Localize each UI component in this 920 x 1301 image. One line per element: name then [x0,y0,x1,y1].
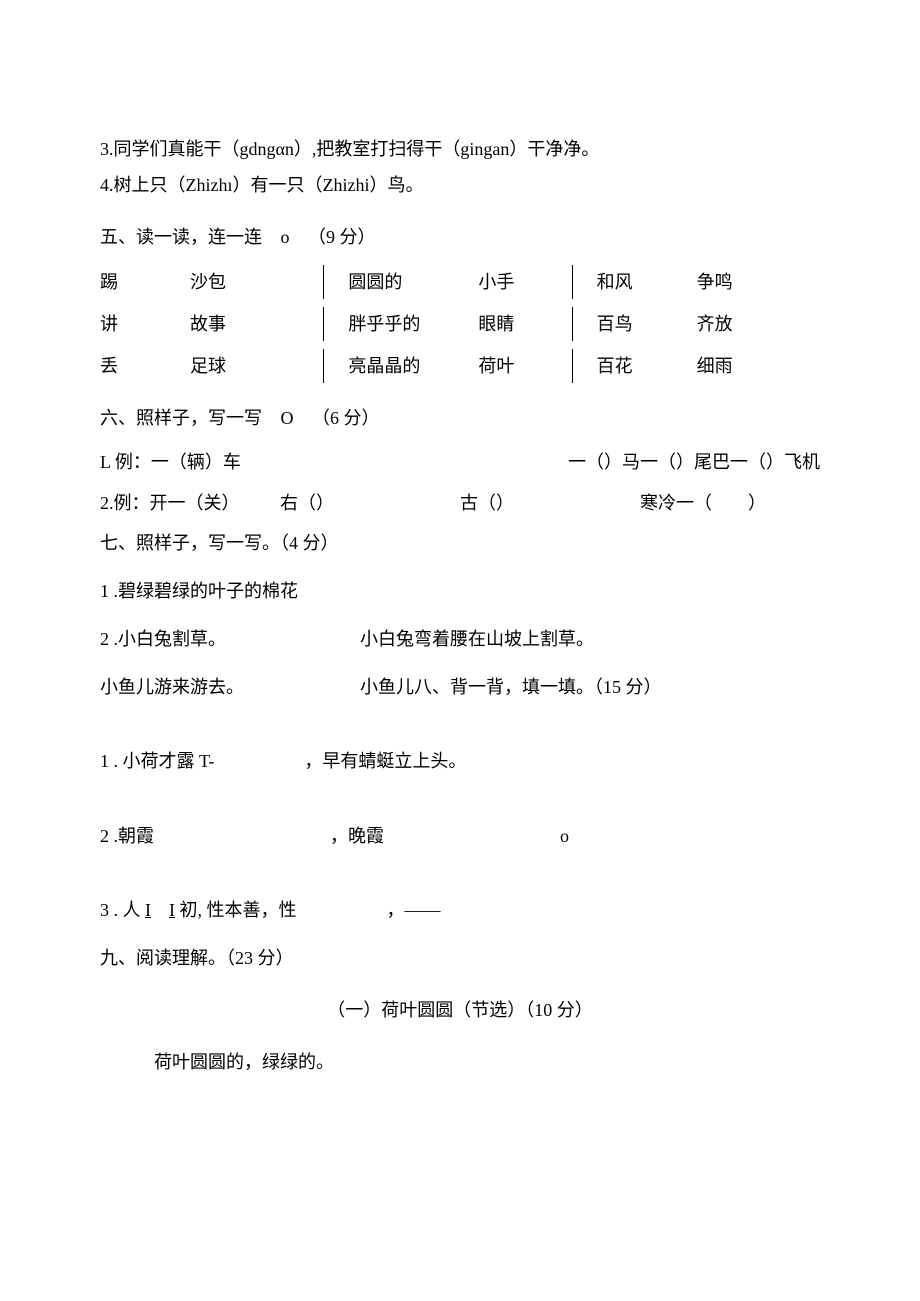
match-row-1: 踢 沙包 圆圆的 小手 和风 争鸣 [100,265,820,299]
q8-3: 3 . 人 I I 初, 性本善，性 ，—— [100,893,820,927]
q6-row-2: 2.例：开一（关） 右（） 古（） 寒冷一（ ） [100,486,820,520]
q7-3-b: 小鱼儿八、背一背，填一填。（15 分） [360,670,820,704]
match-cell: 丢 [100,349,190,383]
match-cell: 争鸣 [697,265,767,299]
match-cell: 踢 [100,265,190,299]
match-cell: 百花 [597,349,697,383]
q7-2-a: 2 .小白兔割草。 [100,622,360,656]
match-col-3: 百花 细雨 [572,349,820,383]
match-col-3: 和风 争鸣 [572,265,820,299]
match-cell: 小手 [478,265,568,299]
match-cell: 讲 [100,307,190,341]
q8-3-b: 初, 性本善，性 ，—— [175,900,441,920]
match-row-2: 讲 故事 胖乎乎的 眼睛 百鸟 齐放 [100,307,820,341]
q7-2: 2 .小白兔割草。 小白兔弯着腰在山坡上割草。 [100,622,820,656]
question-3: 3.同学们真能干（gdngαn）,把教室打扫得干（gingan）干净净。 [100,132,820,166]
q7-3: 小鱼儿游来游去。 小鱼儿八、背一背，填一填。（15 分） [100,670,820,704]
match-cell: 细雨 [697,349,767,383]
q8-3-a: 3 . 人 [100,900,145,920]
match-cell: 和风 [597,265,697,299]
match-cell: 圆圆的 [348,265,478,299]
q8-3-mid [151,900,169,920]
section-5-title-text: 五、读一读，连一连 [100,227,262,247]
match-col-2: 圆圆的 小手 [323,265,571,299]
match-col-1: 丢 足球 [100,349,323,383]
passage-line-1: 荷叶圆圆的，绿绿的。 [100,1045,820,1079]
match-cell: 荷叶 [478,349,568,383]
match-cell: 胖乎乎的 [348,307,478,341]
match-col-2: 胖乎乎的 眼睛 [323,307,571,341]
match-col-1: 踢 沙包 [100,265,323,299]
q8-2-b: ，晚霞 [330,819,560,853]
q8-2-a: 2 .朝霞 [100,819,330,853]
match-cell: 齐放 [697,307,767,341]
match-cell: 足球 [190,349,280,383]
match-row-3: 丢 足球 亮晶晶的 荷叶 百花 细雨 [100,349,820,383]
match-col-1: 讲 故事 [100,307,323,341]
match-cell: 沙包 [190,265,280,299]
section-6-letter: O [281,408,294,428]
match-cell: 故事 [190,307,280,341]
section-5-points: （9 分） [308,227,376,247]
q7-1: 1 .碧绿碧绿的叶子的棉花 [100,574,820,608]
section-7-title: 七、照样子，写一写。（4 分） [100,526,820,560]
section-6-title: 六、照样子，写一写 O （6 分） [100,401,820,435]
section-6-title-text: 六、照样子，写一写 [100,408,262,428]
q6-row-1: L 例：一（辆）车 一（）马一（）尾巴一（）飞机 [100,445,820,479]
match-cell: 百鸟 [597,307,697,341]
q6-2-b: 右（） [280,486,460,520]
q6-1-right: 一（）马一（）尾巴一（）飞机 [568,445,820,479]
passage-title: （一）荷叶圆圆（节选）（10 分） [100,993,820,1027]
match-cell: 亮晶晶的 [348,349,478,383]
q8-2: 2 .朝霞 ，晚霞 o [100,819,820,853]
q8-1: 1 . 小荷才露 T- ，早有蜻蜓立上头。 [100,744,820,778]
match-col-3: 百鸟 齐放 [572,307,820,341]
q6-2-c: 古（） [460,486,640,520]
q6-1-left: L 例：一（辆）车 [100,445,241,479]
question-4: 4.树上只（Zhizhı）有一只（Zhizhi）鸟。 [100,168,820,202]
document-page: 3.同学们真能干（gdngαn）,把教室打扫得干（gingan）干净净。 4.树… [0,0,920,1301]
q7-3-a: 小鱼儿游来游去。 [100,670,360,704]
match-col-2: 亮晶晶的 荷叶 [323,349,571,383]
section-9-title: 九、阅读理解。（23 分） [100,941,820,975]
q7-2-b: 小白兔弯着腰在山坡上割草。 [360,622,820,656]
section-5-letter: o [281,227,290,247]
section-6-points: （6 分） [312,408,380,428]
q6-2-a: 2.例：开一（关） [100,486,280,520]
q8-2-c: o [560,819,569,853]
section-5-title: 五、读一读，连一连 o （9 分） [100,220,820,254]
q6-2-d: 寒冷一（ ） [640,486,820,520]
match-cell: 眼睛 [478,307,568,341]
